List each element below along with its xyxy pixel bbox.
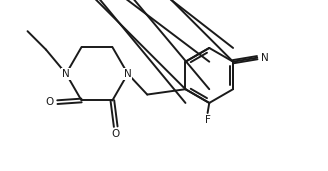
Text: O: O [112, 129, 120, 139]
Text: N: N [261, 53, 268, 63]
Text: N: N [124, 69, 132, 79]
Text: N: N [62, 69, 70, 79]
Text: F: F [205, 115, 211, 125]
Text: O: O [46, 97, 54, 107]
